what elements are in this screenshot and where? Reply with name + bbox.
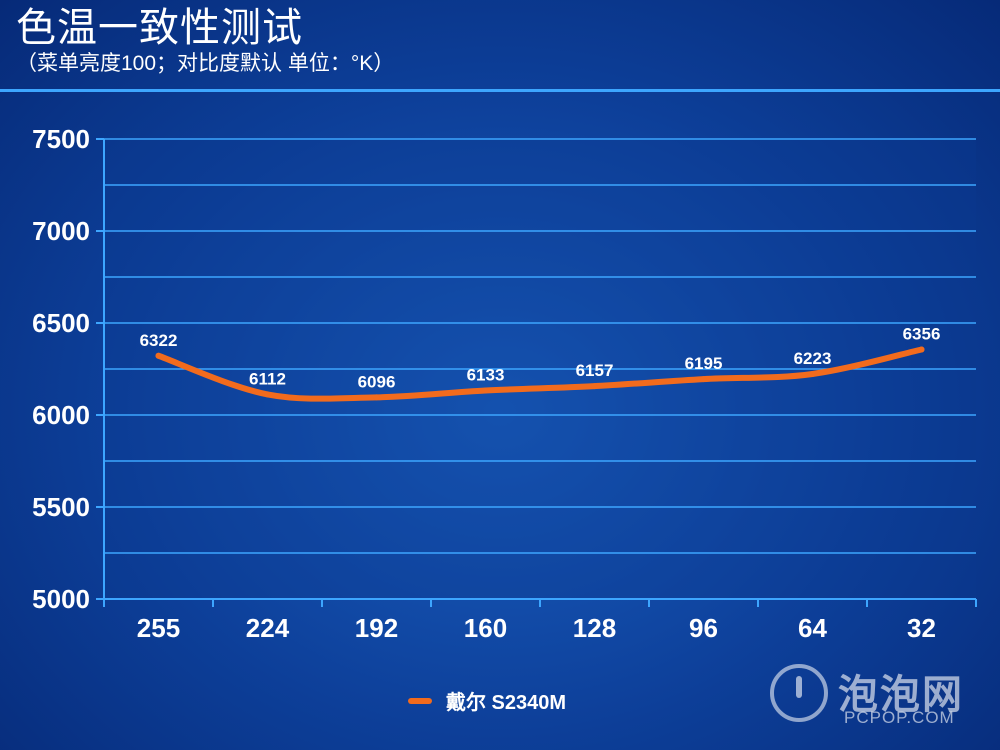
- data-label: 6133: [467, 366, 505, 385]
- y-tick-label: 5000: [32, 584, 90, 614]
- data-point: [482, 387, 489, 394]
- data-label: 6356: [903, 324, 941, 343]
- x-tick-label: 255: [137, 613, 180, 643]
- data-label: 6157: [576, 361, 614, 380]
- watermark: 泡泡网 PCPOP.COM: [768, 660, 988, 740]
- watermark-url: PCPOP.COM: [844, 708, 955, 727]
- data-point: [591, 383, 598, 390]
- y-tick-label: 5500: [32, 492, 90, 522]
- data-label: 6195: [685, 354, 723, 373]
- data-label: 6322: [140, 331, 178, 350]
- data-point: [155, 352, 162, 359]
- series-line: [155, 346, 925, 402]
- x-tick-label: 96: [689, 613, 718, 643]
- data-point: [918, 346, 925, 353]
- data-point: [373, 394, 380, 401]
- power-logo-icon: [770, 664, 828, 722]
- y-tick-label: 7500: [32, 124, 90, 154]
- chart-subtitle: （菜单亮度100；对比度默认 单位：°K）: [16, 52, 395, 75]
- y-tick-label: 7000: [32, 216, 90, 246]
- legend-label: 戴尔 S2340M: [446, 692, 567, 714]
- x-tick-label: 32: [907, 613, 936, 643]
- x-tick-label: 64: [798, 613, 827, 643]
- chart-title: 色温一致性测试: [16, 6, 303, 50]
- data-point: [700, 376, 707, 383]
- legend-swatch: [408, 697, 432, 704]
- data-label: 6112: [249, 369, 286, 388]
- x-tick-label: 128: [573, 613, 616, 643]
- data-label: 6096: [358, 372, 396, 391]
- data-label: 6223: [794, 349, 832, 368]
- title-divider: [0, 89, 1000, 92]
- x-tick-label: 192: [355, 613, 398, 643]
- data-point: [264, 391, 271, 398]
- y-tick-label: 6000: [32, 400, 90, 430]
- x-tick-label: 160: [464, 613, 507, 643]
- legend: 戴尔 S2340M: [408, 686, 566, 715]
- y-tick-label: 6500: [32, 308, 90, 338]
- data-point: [809, 370, 816, 377]
- watermark-name: 泡泡网: [838, 673, 964, 717]
- x-tick-label: 224: [246, 613, 290, 643]
